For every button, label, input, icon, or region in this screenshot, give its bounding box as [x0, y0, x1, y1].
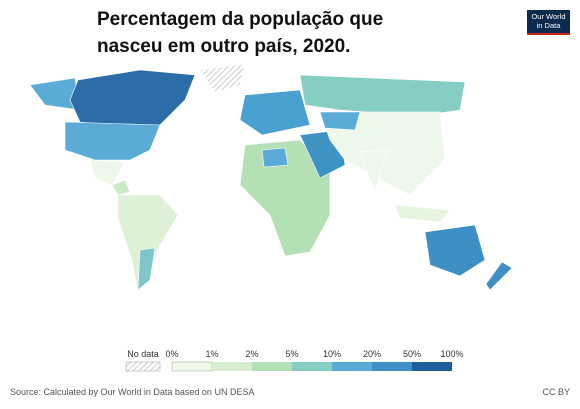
- legend-bin: [252, 362, 292, 371]
- mexico: [89, 159, 126, 186]
- source: Source: Calculated by Our World in Data …: [10, 387, 254, 397]
- legend-bin: [332, 362, 372, 371]
- legend-label: 10%: [323, 349, 341, 359]
- central-america: [111, 179, 131, 196]
- libya: [261, 147, 289, 168]
- legend-label: 100%: [440, 349, 463, 359]
- legend-bin: [412, 362, 452, 371]
- greenland: [199, 63, 246, 93]
- kazakhstan: [319, 111, 361, 131]
- europe: [239, 89, 311, 136]
- title: nasceu em outro país, 2020.: [97, 36, 350, 57]
- logo: Our World in Data: [527, 10, 570, 35]
- legend-label: 0%: [165, 349, 178, 359]
- legend-bin: [212, 362, 252, 371]
- world-map: [29, 63, 513, 293]
- logo-text: Our World: [531, 12, 565, 21]
- legend-bin: [292, 362, 332, 371]
- australia: [424, 224, 486, 277]
- usa: [64, 121, 161, 161]
- legend-label: 20%: [363, 349, 381, 359]
- no-data-swatch: [125, 361, 161, 372]
- new-zealand: [485, 261, 513, 291]
- legend-bin: [372, 362, 412, 371]
- legend-label: 50%: [403, 349, 421, 359]
- title: Percentagem da população que: [97, 9, 383, 30]
- legend-label: 1%: [205, 349, 218, 359]
- legend-label: 5%: [285, 349, 298, 359]
- canada: [69, 69, 196, 129]
- india: [359, 149, 389, 193]
- legend-label: No data: [127, 349, 159, 359]
- license: CC BY: [542, 387, 570, 397]
- logo-text: in Data: [537, 21, 562, 30]
- argentina: [137, 247, 156, 291]
- legend-label: 2%: [245, 349, 258, 359]
- russia: [299, 74, 466, 117]
- legend-bin: [171, 361, 213, 372]
- indonesia: [394, 204, 451, 223]
- legend: No data 0% 1% 2% 5% 10% 20% 50% 100%: [125, 349, 464, 372]
